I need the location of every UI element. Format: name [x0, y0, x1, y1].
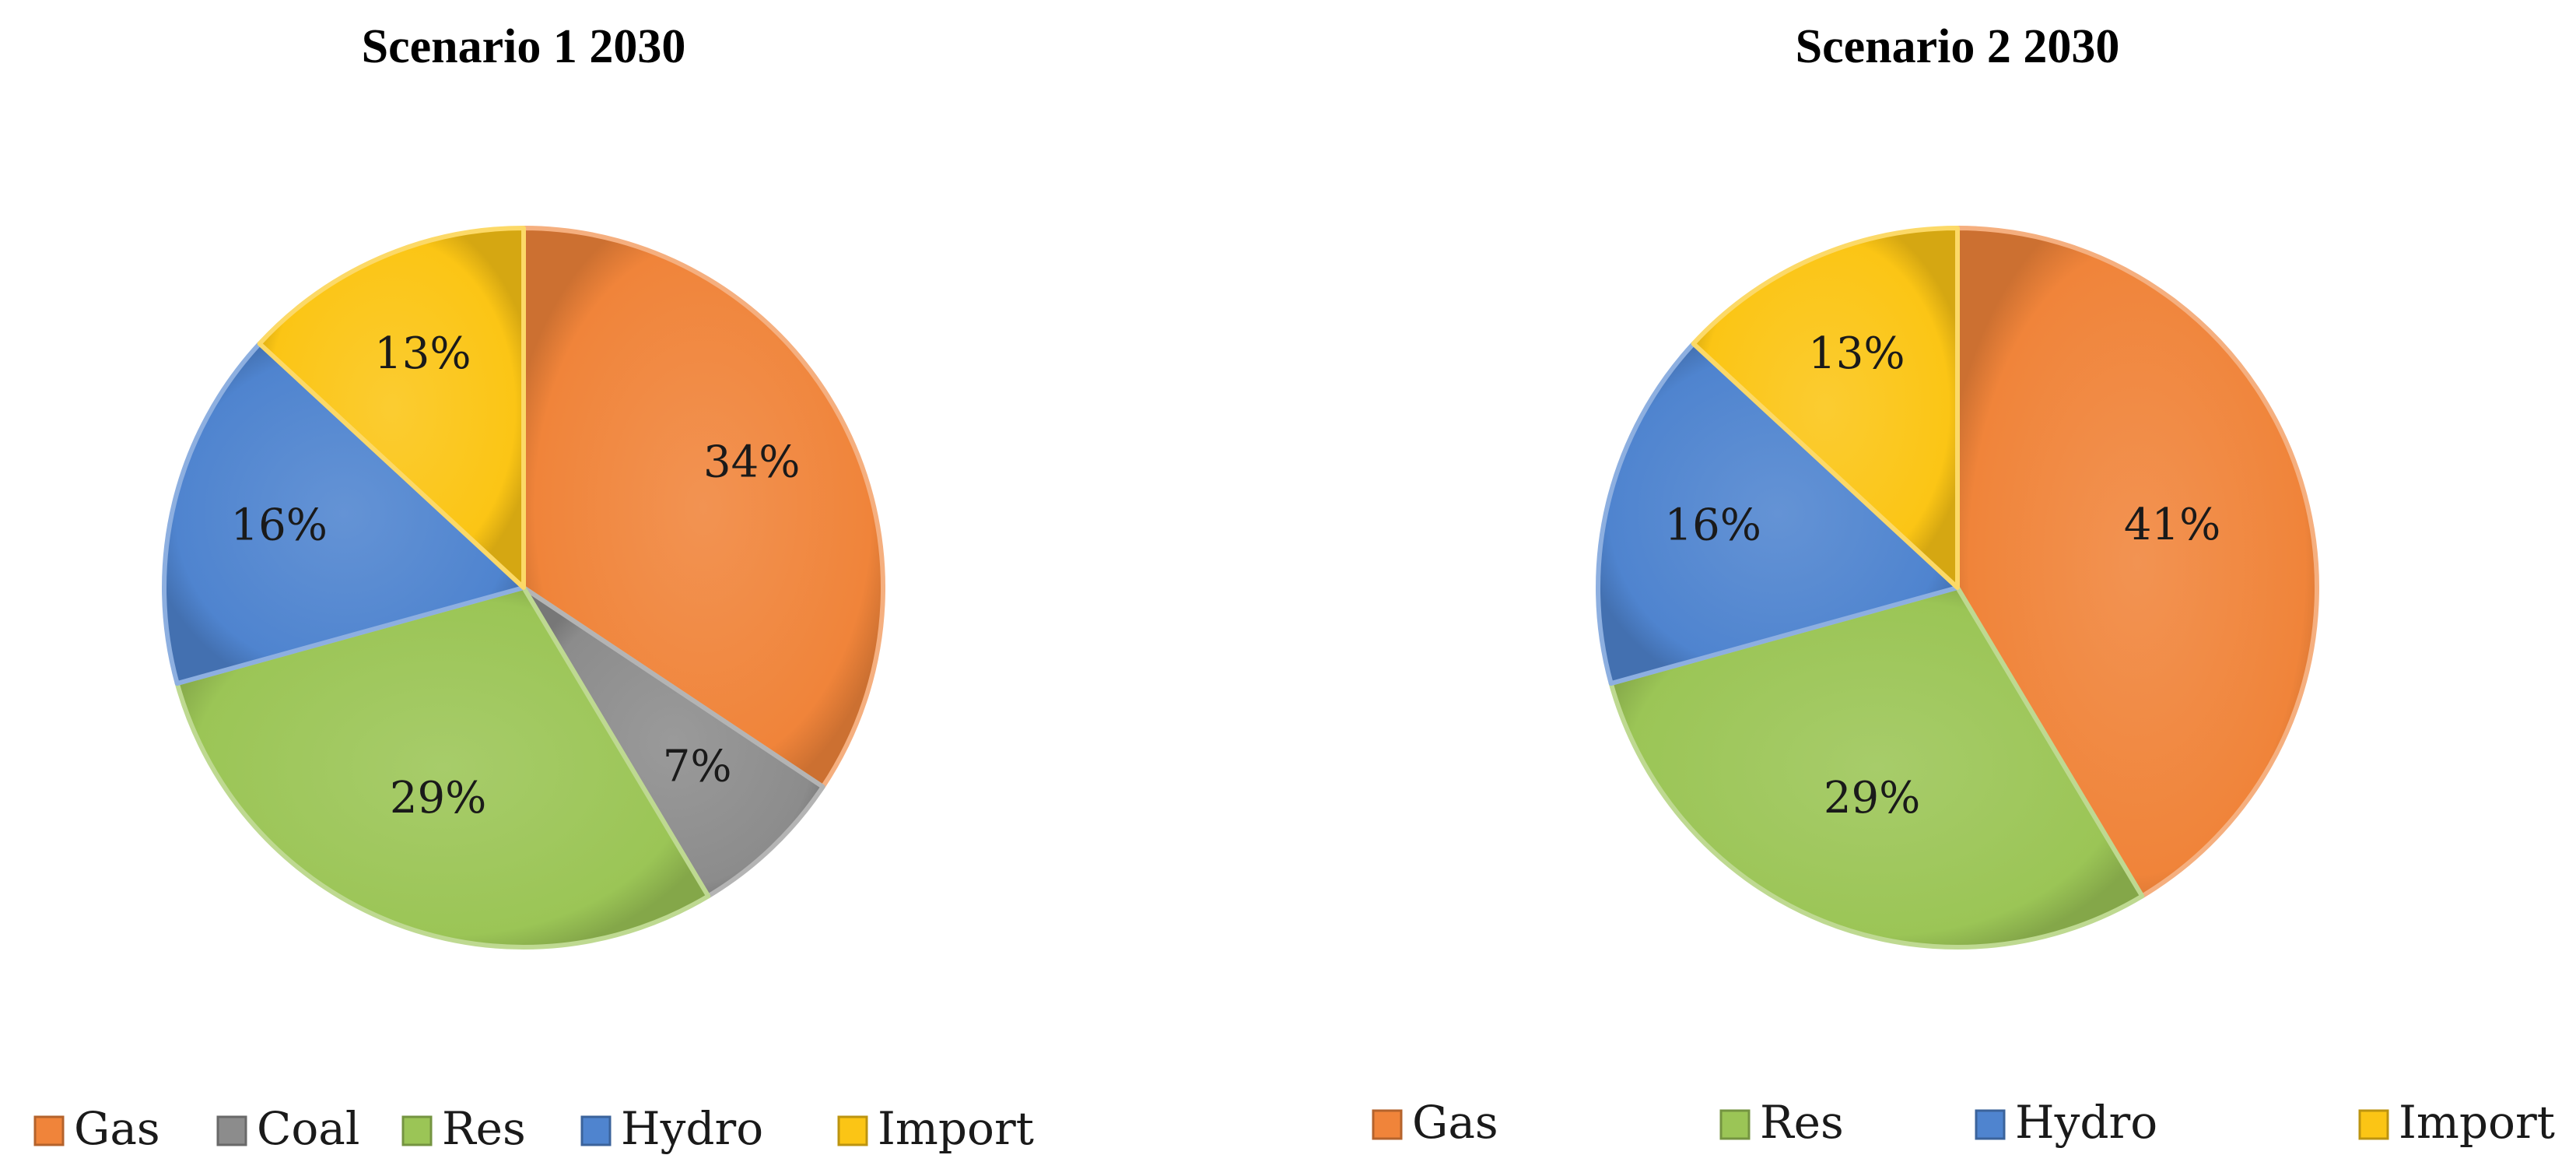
data-label-gas: 34% [703, 437, 800, 487]
legend-label-import: Import [2399, 1096, 2555, 1149]
legend: Gas Coal Res Hydro Import [33, 1102, 1034, 1155]
legend-item-coal: Coal [216, 1102, 359, 1155]
legend-item-res: Res [401, 1102, 526, 1155]
data-label-hydro: 16% [1664, 500, 1761, 550]
legend-swatch-gas [33, 1115, 65, 1146]
legend-label-res: Res [1760, 1096, 1844, 1149]
data-label-import: 13% [374, 328, 471, 379]
legend-label-gas: Gas [74, 1102, 160, 1155]
pie-chart-scenario-2: Scenario 2 2030 41% 29% 16% 13% Gas Res Hydro… [1372, 20, 2555, 1149]
data-label-hydro: 16% [230, 500, 327, 550]
legend-item-import: Import [837, 1102, 1034, 1155]
pie-slice-gas [1955, 226, 2320, 899]
legend-swatch-res [1719, 1109, 1751, 1140]
legend-label-hydro: Hydro [621, 1102, 763, 1155]
pie-slice-hydro [1596, 341, 1960, 686]
legend-swatch-res [401, 1115, 433, 1146]
pie-slices [162, 226, 885, 950]
data-label-import: 13% [1808, 328, 1905, 379]
legend-label-gas: Gas [1412, 1096, 1498, 1149]
chart-title: Scenario 2 2030 [1796, 20, 2120, 73]
slice-labels: 41% 29% 16% 13% [1664, 328, 2220, 823]
pie-chart-scenario-1: Scenario 1 2030 34% 7% 29% 16% 13% Gas Coal Re… [33, 20, 1034, 1155]
legend-item-import: Import [2358, 1096, 2555, 1149]
legend-label-import: Import [878, 1102, 1034, 1155]
data-label-res: 29% [390, 773, 486, 823]
slice-labels: 34% 7% 29% 16% 13% [230, 328, 800, 823]
pie-slices [1596, 226, 2320, 950]
legend: Gas Res Hydro Import [1372, 1096, 2555, 1149]
pie-slice-hydro [162, 341, 526, 686]
legend-item-hydro: Hydro [580, 1102, 763, 1155]
pie-slice-import [257, 226, 526, 590]
data-label-res: 29% [1824, 773, 1920, 823]
legend-item-gas: Gas [1372, 1096, 1498, 1149]
chart-title: Scenario 1 2030 [362, 20, 686, 73]
legend-swatch-gas [1372, 1109, 1403, 1140]
pie-slice-res [174, 585, 711, 950]
legend-label-hydro: Hydro [2015, 1096, 2157, 1149]
legend-label-res: Res [442, 1102, 526, 1155]
legend-swatch-import [2358, 1109, 2389, 1140]
data-label-gas: 41% [2124, 500, 2220, 550]
legend-item-res: Res [1719, 1096, 1844, 1149]
pie-slice-import [1691, 226, 1960, 590]
legend-swatch-coal [216, 1115, 247, 1146]
pie-slice-res [1608, 585, 2145, 950]
legend-item-hydro: Hydro [1975, 1096, 2157, 1149]
pie-slice-coal [521, 585, 825, 899]
legend-label-coal: Coal [257, 1102, 359, 1155]
legend-swatch-hydro [1975, 1109, 2006, 1140]
data-label-coal: 7% [663, 742, 732, 792]
legend-swatch-import [837, 1115, 868, 1146]
legend-item-gas: Gas [33, 1102, 160, 1155]
legend-swatch-hydro [580, 1115, 612, 1146]
